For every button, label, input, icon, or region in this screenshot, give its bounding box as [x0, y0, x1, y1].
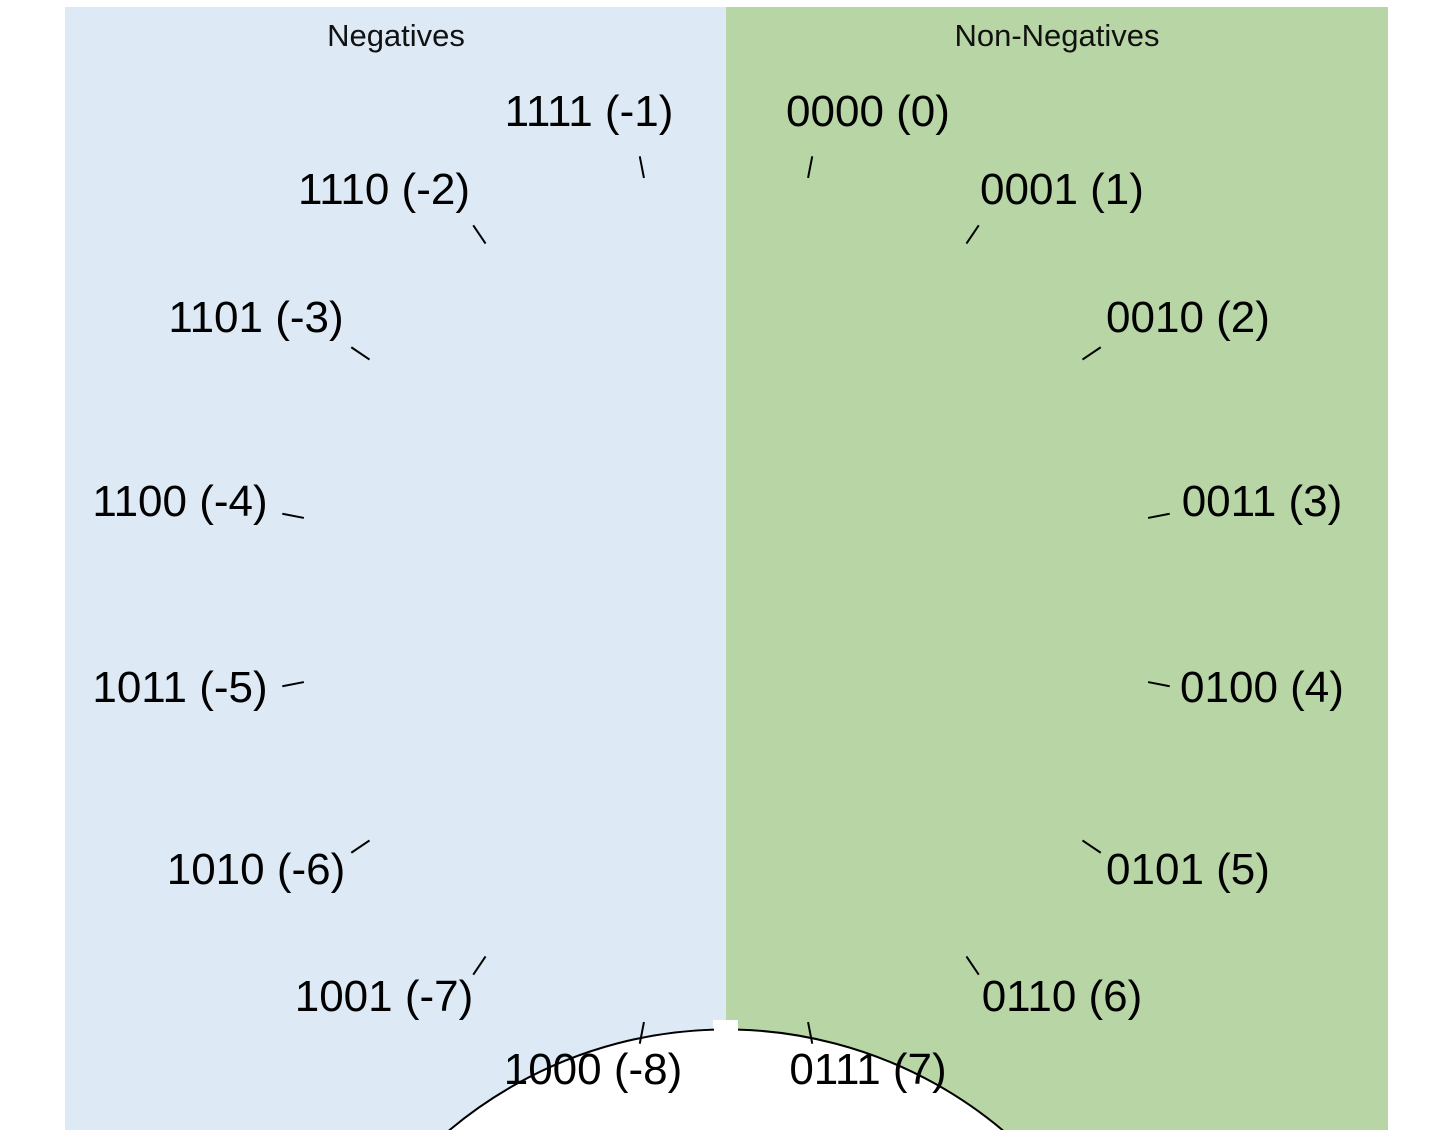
tick-mark — [1147, 512, 1170, 519]
negatives-region — [65, 7, 726, 1130]
tick-mark — [472, 955, 487, 976]
tick-marks — [282, 156, 1170, 1044]
tick-mark — [282, 512, 305, 519]
tick-mark — [472, 224, 487, 245]
tick-label: 1001 (-7) — [295, 972, 474, 1021]
tick-label: 1111 (-1) — [505, 87, 674, 136]
negatives-title: Negatives — [327, 18, 465, 53]
wheel-circle — [448, 1028, 1004, 1130]
tick-label: 0100 (4) — [1180, 663, 1344, 712]
tick-mark — [350, 839, 371, 854]
tick-mark — [1081, 346, 1102, 361]
tick-label: 1000 (-8) — [504, 1045, 683, 1094]
tick-mark — [807, 1021, 814, 1044]
tick-label: 0101 (5) — [1106, 845, 1270, 894]
tick-label: 0000 (0) — [786, 87, 950, 136]
tick-label: 1011 (-5) — [92, 663, 267, 712]
tick-label: 1101 (-3) — [168, 293, 343, 342]
tick-mark — [965, 955, 980, 976]
tick-mark — [638, 1021, 645, 1044]
tick-label: 1010 (-6) — [167, 845, 346, 894]
tick-mark — [807, 156, 814, 179]
non-negatives-title: Non-Negatives — [954, 18, 1159, 53]
tick-label: 0010 (2) — [1106, 293, 1270, 342]
tick-mark — [282, 681, 305, 688]
non-negatives-region — [726, 7, 1388, 1130]
tick-label: 0011 (3) — [1182, 477, 1343, 526]
tick-label: 1110 (-2) — [298, 165, 470, 214]
tick-mark — [1081, 839, 1102, 854]
tick-label: 1100 (-4) — [92, 477, 267, 526]
tick-mark — [638, 156, 645, 179]
tick-mark — [350, 346, 371, 361]
tick-mark — [965, 224, 980, 245]
tick-label: 0111 (7) — [789, 1045, 946, 1094]
tick-mark — [1147, 681, 1170, 688]
value-labels: 0000 (0) 0001 (1) 0010 (2) 0011 (3) 0100 (4)… — [92, 87, 1344, 1094]
tick-label: 0001 (1) — [980, 165, 1144, 214]
tick-label: 0110 (6) — [982, 972, 1143, 1021]
